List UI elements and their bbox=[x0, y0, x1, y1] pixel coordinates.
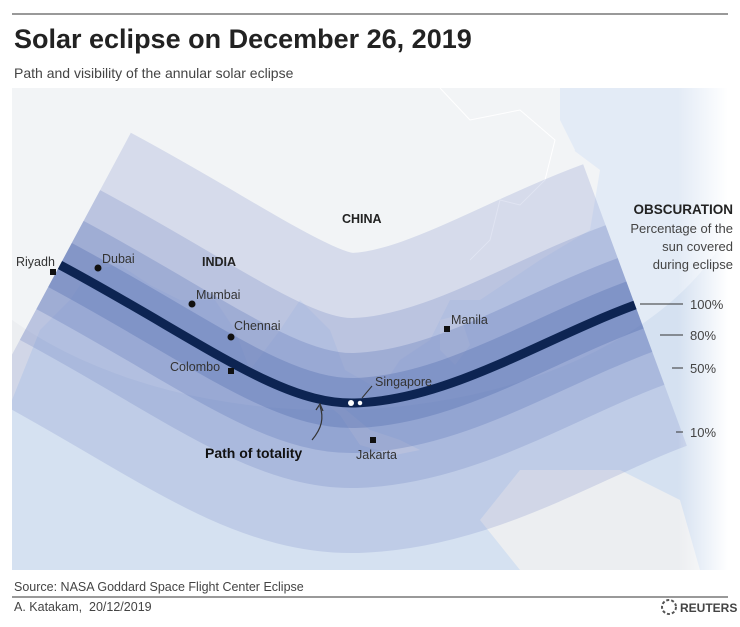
city-label: Manila bbox=[451, 313, 488, 327]
city-marker bbox=[227, 333, 235, 341]
city-label: Chennai bbox=[234, 319, 281, 333]
city-marker bbox=[94, 264, 102, 272]
city-marker bbox=[188, 300, 196, 308]
city-marker bbox=[228, 368, 234, 374]
city-label: Jakarta bbox=[356, 448, 397, 462]
city-label: Colombo bbox=[170, 360, 220, 374]
fade bbox=[12, 88, 728, 570]
title: Solar eclipse on December 26, 2019 bbox=[14, 24, 472, 54]
city-marker bbox=[50, 269, 56, 275]
annotation-arrowhead bbox=[315, 402, 324, 412]
legend-level: 50% bbox=[690, 361, 716, 376]
legend-level: 10% bbox=[690, 425, 716, 440]
city-marker bbox=[370, 437, 376, 443]
subtitle: Path and visibility of the annular solar… bbox=[14, 65, 294, 81]
country-label: CHINA bbox=[342, 212, 382, 226]
legend-level: 100% bbox=[690, 297, 724, 312]
legend-description: sun covered bbox=[662, 239, 733, 254]
city-marker bbox=[444, 326, 450, 332]
leader-line bbox=[361, 385, 373, 399]
map bbox=[12, 88, 728, 570]
legend-level: 80% bbox=[690, 328, 716, 343]
credit: A. Katakam, 20/12/2019 bbox=[14, 600, 152, 614]
brand-logo bbox=[661, 599, 677, 615]
city-label: Riyadh bbox=[16, 255, 55, 269]
legend-description: Percentage of the bbox=[630, 221, 733, 236]
city-marker bbox=[348, 400, 354, 406]
city-label: Dubai bbox=[102, 252, 135, 266]
brand: REUTERS bbox=[680, 601, 737, 615]
country-label: INDIA bbox=[202, 255, 236, 269]
legend-description: during eclipse bbox=[653, 257, 733, 272]
annotation-arrow bbox=[311, 405, 323, 441]
source: Source: NASA Goddard Space Flight Center… bbox=[14, 580, 304, 594]
annotation: Path of totality bbox=[205, 445, 302, 461]
city-label: Mumbai bbox=[196, 288, 240, 302]
city-marker bbox=[356, 399, 364, 407]
city-label: Singapore bbox=[375, 375, 432, 389]
legend-title: OBSCURATION bbox=[634, 202, 734, 217]
